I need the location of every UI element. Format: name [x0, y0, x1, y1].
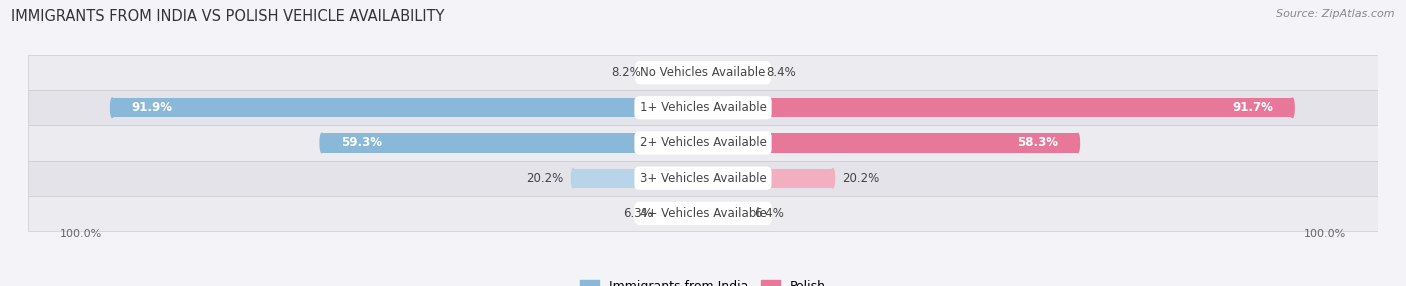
Bar	[112, 98, 703, 118]
Text: No Vehicles Available: No Vehicles Available	[640, 66, 766, 79]
Text: 3+ Vehicles Available: 3+ Vehicles Available	[640, 172, 766, 185]
Bar	[28, 90, 1378, 125]
Circle shape	[648, 63, 652, 82]
Text: 91.9%: 91.9%	[132, 101, 173, 114]
Text: 100.0%: 100.0%	[1303, 229, 1346, 239]
Text: IMMIGRANTS FROM INDIA VS POLISH VEHICLE AVAILABILITY: IMMIGRANTS FROM INDIA VS POLISH VEHICLE …	[11, 9, 444, 23]
Circle shape	[571, 168, 575, 188]
Circle shape	[1291, 98, 1294, 118]
Text: 4+ Vehicles Available: 4+ Vehicles Available	[640, 207, 766, 220]
Bar	[28, 196, 1378, 231]
Text: 58.3%: 58.3%	[1018, 136, 1059, 150]
Circle shape	[321, 133, 323, 153]
Bar	[703, 98, 1292, 118]
Text: 2+ Vehicles Available: 2+ Vehicles Available	[640, 136, 766, 150]
Text: 59.3%: 59.3%	[342, 136, 382, 150]
Legend: Immigrants from India, Polish: Immigrants from India, Polish	[575, 275, 831, 286]
Bar	[703, 168, 832, 188]
Circle shape	[1076, 133, 1080, 153]
Bar	[651, 63, 703, 82]
Text: Source: ZipAtlas.com: Source: ZipAtlas.com	[1277, 9, 1395, 19]
Text: 91.7%: 91.7%	[1232, 101, 1272, 114]
Text: 6.4%: 6.4%	[754, 207, 783, 220]
Bar	[28, 55, 1378, 90]
Circle shape	[755, 63, 759, 82]
Circle shape	[661, 204, 664, 223]
Bar	[703, 63, 756, 82]
Circle shape	[111, 98, 114, 118]
Bar	[574, 168, 703, 188]
Text: 20.2%: 20.2%	[526, 172, 564, 185]
Text: 6.3%: 6.3%	[623, 207, 652, 220]
Bar	[703, 204, 744, 223]
Bar	[322, 133, 703, 153]
Text: 100.0%: 100.0%	[60, 229, 103, 239]
Circle shape	[831, 168, 835, 188]
Bar	[662, 204, 703, 223]
Text: 1+ Vehicles Available: 1+ Vehicles Available	[640, 101, 766, 114]
Text: 8.2%: 8.2%	[610, 66, 641, 79]
Bar	[703, 133, 1078, 153]
Bar	[28, 161, 1378, 196]
Text: 20.2%: 20.2%	[842, 172, 880, 185]
Bar	[28, 125, 1378, 161]
Circle shape	[742, 204, 747, 223]
Text: 8.4%: 8.4%	[766, 66, 796, 79]
